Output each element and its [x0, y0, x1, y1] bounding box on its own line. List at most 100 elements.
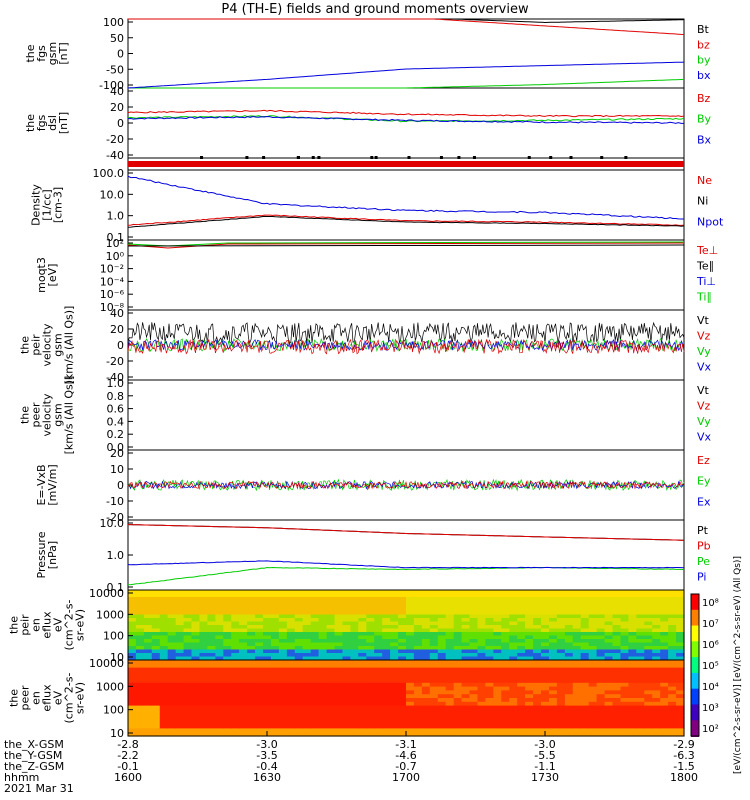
series-Ni	[127, 215, 685, 228]
ytick-label-ispec: 10000	[89, 587, 124, 600]
ylabel-dens: [1/cc]	[41, 189, 54, 220]
ylabel-ve: velocity	[41, 393, 54, 436]
ytick-label-bdsl: -40	[106, 149, 124, 162]
xaxis-value: 1730	[531, 771, 559, 784]
ylabel-temp: [eV]	[46, 264, 59, 287]
colorbar-tick-label: 10³	[702, 703, 719, 714]
mode-tick	[311, 156, 315, 159]
colorbar	[690, 593, 700, 737]
ytick-label-ispec: 100	[103, 630, 124, 643]
mode-tick	[245, 156, 249, 159]
ytick-label-ve: 0.4	[107, 415, 125, 428]
xaxis-value: 1600	[114, 771, 142, 784]
xaxis-value: -3.1	[395, 738, 416, 751]
legend-bdsl: Bz	[697, 92, 711, 105]
legend-press: Pb	[697, 540, 711, 553]
mode-tick	[624, 156, 628, 159]
legend-vi: Vz	[697, 330, 711, 343]
ytick-label-efield: 20	[110, 447, 124, 460]
ytick-label-efield: 0	[117, 479, 124, 492]
mode-tick	[200, 156, 204, 159]
mode-tick	[549, 156, 553, 159]
ylabel-espec: eV	[52, 690, 65, 705]
series-Bt	[128, 18, 684, 24]
legend-ve: Vt	[697, 384, 710, 397]
xaxis-value: -2.8	[117, 738, 138, 751]
electron-spectrogram	[128, 660, 685, 737]
xaxis-row-label: the_Y-GSM	[4, 749, 62, 762]
ytick-label-vi: 20	[110, 323, 124, 336]
series-Npot	[127, 175, 684, 220]
ytick-label-temp: 10⁻²	[100, 263, 124, 276]
xaxis-value: -3.0	[256, 738, 277, 751]
legend-press: Pt	[697, 524, 709, 537]
legend-bgsm: bx	[697, 69, 711, 82]
ytick-label-efield: -20	[106, 511, 124, 524]
ylabel-dens: [cm-3]	[52, 187, 65, 223]
legend-vi: Vt	[697, 314, 710, 327]
ytick-label-temp: 10⁰	[106, 250, 125, 263]
legend-dens: Npot	[697, 215, 724, 228]
ylabel-dens: Density	[30, 184, 43, 226]
legend-ve: Vx	[697, 431, 712, 444]
ylabel-espec: the	[8, 689, 21, 707]
ylabel-bgsm: the	[24, 44, 37, 62]
ylabel-ispec: sr-eV)	[74, 609, 87, 641]
ytick-label-bdsl: 20	[110, 101, 124, 114]
ylabel-espec: peer	[19, 685, 32, 711]
colorbar-label: [eV/(cm^2-s-sr-eV)] [eV/(cm^2-s-sr-eV) (…	[733, 556, 743, 774]
ylabel-press: [nPa]	[46, 541, 59, 569]
series-Bx	[127, 115, 684, 124]
mode-tick	[407, 156, 411, 159]
ylabel-bgsm: [nT]	[57, 42, 70, 64]
ylabel-vi: [km/s (All Qs)]	[63, 306, 76, 385]
ylabel-ispec: en	[30, 618, 43, 632]
legend-efield: Ey	[697, 475, 711, 488]
ytick-label-bgsm: 0	[117, 48, 124, 61]
ytick-label-vi: 0	[117, 339, 124, 352]
colorbar-tick-label: 10⁸	[702, 598, 719, 609]
ylabel-vi: gsm	[52, 333, 65, 356]
ion-spectrogram	[128, 590, 685, 661]
ytick-label-espec: 10000	[89, 657, 124, 670]
xaxis-value: 1800	[670, 771, 698, 784]
ytick-label-vi: -40	[106, 371, 124, 384]
xaxis-value: -0.1	[117, 760, 138, 773]
legend-bgsm: bz	[697, 38, 710, 51]
series-Ey	[127, 478, 685, 492]
ytick-label-dens: 1.0	[107, 210, 125, 223]
mode-tick	[457, 156, 461, 159]
ytick-label-press: 0.1	[107, 581, 125, 594]
legend-temp: Te∥	[696, 260, 714, 273]
ylabel-ve: [km/s (All Qs)]	[63, 376, 76, 455]
series-Pe	[127, 566, 685, 586]
mode-tick	[370, 156, 374, 159]
ytick-label-efield: -10	[106, 495, 124, 508]
ylabel-ispec: eflux	[41, 611, 54, 639]
series-Te-par	[127, 244, 685, 247]
legend-efield: Ez	[697, 454, 710, 467]
series-Ti-par	[127, 241, 685, 247]
colorbar-tick-label: 10⁴	[702, 682, 719, 693]
xaxis-value: -0.7	[395, 760, 416, 773]
panel-frame-ve	[127, 379, 685, 451]
ytick-label-temp: 10⁻⁶	[100, 288, 125, 301]
ytick-label-ispec: 10	[110, 651, 124, 664]
xaxis-value: 1630	[253, 771, 281, 784]
ylabel-espec: (cm^2-s-	[63, 673, 76, 724]
ylabel-bgsm: gsm	[46, 42, 59, 65]
colorbar-tick-label: 10⁷	[702, 619, 719, 630]
legend-dens: Ni	[697, 195, 708, 208]
xaxis-value: -1.1	[534, 760, 555, 773]
ytick-label-bdsl: 40	[110, 85, 124, 98]
ylabel-temp: moqt3	[35, 257, 48, 293]
legend-bgsm: Bt	[697, 23, 710, 36]
ylabel-bdsl: [nT]	[57, 112, 70, 134]
xaxis-row-label: hhmm	[4, 771, 39, 784]
mode-tick	[472, 156, 476, 159]
mode-tick	[600, 156, 604, 159]
ylabel-vi: the	[19, 336, 32, 354]
xaxis-value: -5.5	[534, 749, 555, 762]
mode-tick	[317, 156, 321, 159]
